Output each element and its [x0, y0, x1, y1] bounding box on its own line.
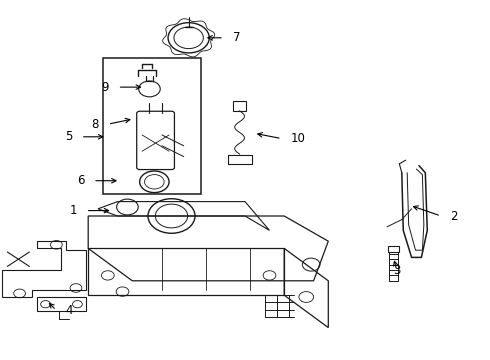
Text: 7: 7 [233, 31, 240, 44]
Bar [103, 58, 201, 194]
Text: 2: 2 [450, 210, 457, 222]
Text: 1: 1 [70, 204, 77, 217]
Bar [388, 246, 399, 252]
Text: 8: 8 [92, 118, 99, 131]
FancyBboxPatch shape [137, 111, 174, 170]
Text: 5: 5 [65, 130, 72, 143]
Bar [233, 101, 246, 111]
Text: 4: 4 [65, 304, 73, 317]
Text: 6: 6 [77, 174, 84, 187]
Text: 10: 10 [291, 132, 305, 145]
Text: 9: 9 [101, 81, 109, 94]
Text: 3: 3 [393, 264, 401, 277]
